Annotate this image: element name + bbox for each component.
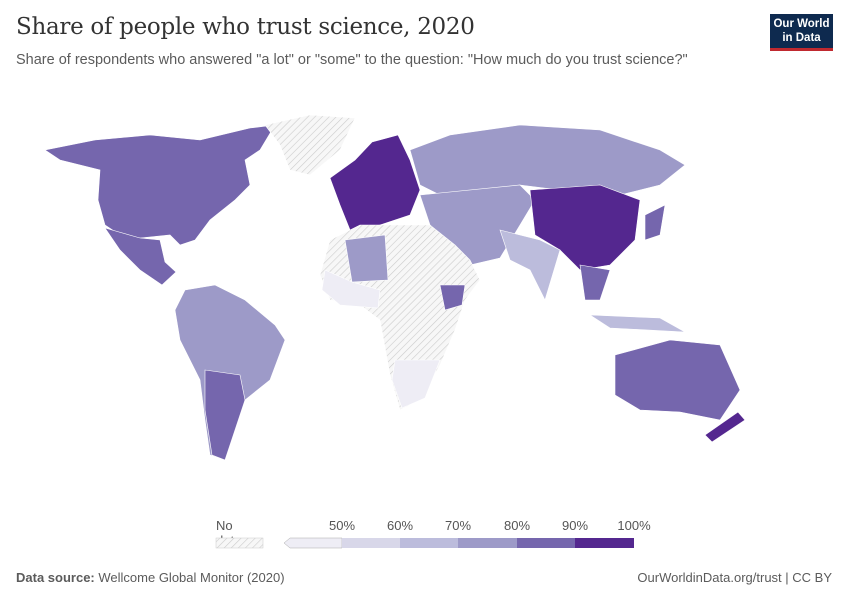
legend-tick: 70% (444, 518, 472, 533)
data-source-label: Data source: (16, 570, 95, 585)
region-greenland[interactable] (264, 114, 356, 176)
legend-tick: 100% (617, 518, 651, 533)
data-source-value[interactable]: Wellcome Global Monitor (2020) (98, 570, 285, 585)
page-title: Share of people who trust science, 2020 (16, 14, 475, 40)
region-southern-africa[interactable] (391, 359, 441, 409)
region-china[interactable] (529, 184, 641, 271)
region-australia[interactable] (614, 339, 741, 421)
region-north-america[interactable] (44, 124, 276, 246)
legend-tick: 50% (328, 518, 356, 533)
owid-logo[interactable]: Our World in Data (770, 14, 833, 51)
region-mexico[interactable] (104, 227, 177, 286)
region-russia[interactable] (409, 124, 686, 196)
subtitle: Share of respondents who answered "a lot… (16, 52, 688, 68)
region-india[interactable] (499, 229, 561, 301)
legend-bin-50-60 (342, 538, 400, 548)
legend-bin-90-100 (575, 538, 634, 548)
world-map[interactable] (0, 90, 850, 490)
legend-no-data-swatch (215, 537, 264, 549)
legend-tick: 80% (503, 518, 531, 533)
region-europe[interactable] (329, 134, 421, 231)
data-source: Data source: Wellcome Global Monitor (20… (16, 570, 285, 585)
region-japan[interactable] (644, 204, 666, 241)
footer-link[interactable]: OurWorldinData.org/trust | CC BY (637, 570, 832, 585)
region-west-africa[interactable] (321, 269, 381, 309)
region-argentina[interactable] (204, 369, 246, 461)
legend-bin-80-90 (517, 538, 575, 548)
legend-bin-under-50 (283, 537, 343, 549)
region-indonesia[interactable] (588, 314, 686, 333)
legend-bin-60-70 (400, 538, 458, 548)
region-east-africa[interactable] (439, 284, 466, 311)
region-north-africa[interactable] (344, 234, 389, 283)
region-new-zealand[interactable] (704, 411, 746, 443)
legend-bin-70-80 (458, 538, 517, 548)
region-southeast-asia[interactable] (579, 264, 611, 301)
legend-tick: 90% (561, 518, 589, 533)
legend-bins (215, 537, 634, 549)
legend-tick: 60% (386, 518, 414, 533)
